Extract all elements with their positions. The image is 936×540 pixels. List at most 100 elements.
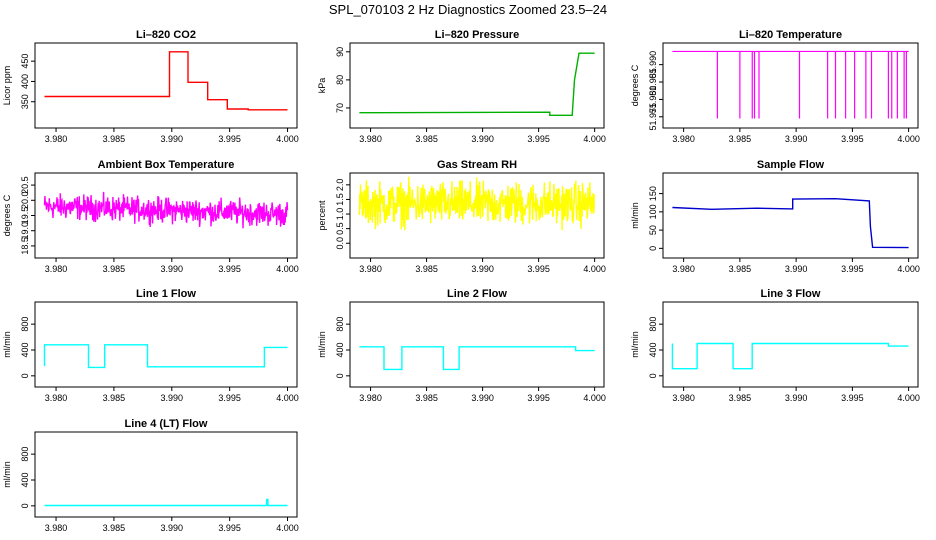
y-tick-label: 400 <box>648 342 658 357</box>
plot-frame <box>662 301 919 388</box>
y-tick-label: 51.990 <box>648 51 658 79</box>
y-tick-label: 400 <box>20 74 30 89</box>
x-tick-label: 3.995 <box>527 393 550 403</box>
y-tick-label: 1.0 <box>335 208 345 221</box>
x-tick-label: 4.000 <box>897 264 920 274</box>
data-line <box>43 344 288 369</box>
data-line <box>358 176 596 231</box>
y-axis-label: ml/min <box>2 331 12 358</box>
x-tick-label: 3.995 <box>841 264 864 274</box>
x-tick-label: 3.980 <box>672 264 695 274</box>
panel-title: Sample Flow <box>757 159 825 171</box>
y-tick-label: 51.975 <box>648 103 658 131</box>
plot-frame <box>349 301 605 388</box>
y-tick-label: 400 <box>335 342 345 357</box>
x-tick-label: 3.995 <box>218 264 241 274</box>
x-tick-label: 3.990 <box>785 264 808 274</box>
x-tick-label: 3.980 <box>672 393 695 403</box>
panel-4: Ambient Box Temperature degrees C 3.980 3.9… <box>2 159 299 274</box>
panel-8: Line 2 Flow ml/min 3.980 3.985 3.990 3.995 4.0… <box>317 288 606 403</box>
panel-6: Sample Flow ml/min 3.980 3.985 3.990 3.995 4.0… <box>630 159 920 274</box>
data-line <box>44 51 288 111</box>
x-tick-label: 3.985 <box>415 264 438 274</box>
data-line <box>43 191 289 229</box>
y-tick-label: 51.985 <box>648 68 658 96</box>
y-tick-label: 400 <box>20 342 30 357</box>
panel-9: Line 3 Flow ml/min 3.980 3.985 3.990 3.995 4.0… <box>630 288 920 403</box>
x-tick-label: 3.980 <box>359 134 382 144</box>
x-tick-label: 3.985 <box>729 393 752 403</box>
data-line <box>359 52 595 117</box>
x-tick-label: 3.985 <box>103 264 126 274</box>
panel-title: Li–820 Pressure <box>435 29 519 41</box>
x-tick-label: 3.985 <box>415 134 438 144</box>
x-tick-label: 3.995 <box>527 264 550 274</box>
x-tick-label: 3.980 <box>359 264 382 274</box>
panel-title: Li–820 CO2 <box>136 29 196 41</box>
panel-10: Line 4 (LT) Flow ml/min 3.980 3.985 3.990 3.9… <box>2 418 299 533</box>
plot-frame <box>34 431 298 518</box>
x-tick-label: 3.995 <box>527 134 550 144</box>
y-axis-label: kPa <box>317 78 327 94</box>
x-tick-label: 4.000 <box>276 134 299 144</box>
x-tick-label: 4.000 <box>276 264 299 274</box>
y-tick-label: 450 <box>20 54 30 69</box>
x-tick-label: 3.990 <box>161 393 184 403</box>
data-line <box>671 342 909 370</box>
plot-frame <box>662 42 919 129</box>
y-tick-label: 20.5 <box>20 176 30 194</box>
panel-title: Line 3 Flow <box>761 288 821 300</box>
panel-title: Line 4 (LT) Flow <box>125 418 208 430</box>
y-tick-label: 150 <box>648 186 658 201</box>
x-tick-label: 3.985 <box>103 393 126 403</box>
y-axis-label: ml/min <box>630 202 640 229</box>
y-tick-label: 800 <box>20 447 30 462</box>
x-tick-label: 4.000 <box>276 393 299 403</box>
x-tick-label: 3.980 <box>359 393 382 403</box>
y-axis-label: ml/min <box>317 331 327 358</box>
data-line <box>44 498 288 507</box>
x-tick-label: 3.990 <box>161 523 184 533</box>
plot-frame <box>349 42 605 129</box>
panel-5: Gas Stream RH percent 3.980 3.985 3.990 3.995… <box>317 159 606 274</box>
x-tick-label: 3.985 <box>415 393 438 403</box>
y-tick-label: 0 <box>20 373 30 378</box>
y-tick-label: 19.0 <box>20 222 30 240</box>
y-tick-label: 80 <box>335 75 345 85</box>
panel-title: Line 1 Flow <box>136 288 196 300</box>
x-tick-label: 3.995 <box>841 393 864 403</box>
data-line <box>359 346 595 371</box>
y-tick-label: 800 <box>20 317 30 332</box>
plot-frame <box>662 172 919 259</box>
y-tick-label: 0 <box>648 373 658 378</box>
x-tick-label: 3.995 <box>218 393 241 403</box>
x-tick-label: 3.990 <box>161 264 184 274</box>
y-tick-label: 51.980 <box>648 86 658 114</box>
y-tick-label: 19.5 <box>20 207 30 225</box>
y-tick-label: 70 <box>335 103 345 113</box>
y-axis-label: percent <box>317 200 327 231</box>
x-tick-label: 3.980 <box>45 393 68 403</box>
panel-title: Gas Stream RH <box>437 159 517 171</box>
y-tick-label: 2.0 <box>335 179 345 192</box>
x-tick-label: 3.980 <box>45 523 68 533</box>
x-tick-label: 3.995 <box>218 134 241 144</box>
y-tick-label: 800 <box>648 317 658 332</box>
plot-frame <box>349 172 605 259</box>
y-axis-label: degrees C <box>630 64 640 106</box>
x-tick-label: 3.980 <box>45 264 68 274</box>
panel-title: Ambient Box Temperature <box>98 159 235 171</box>
x-tick-label: 3.990 <box>161 134 184 144</box>
x-tick-label: 4.000 <box>583 134 606 144</box>
data-line <box>672 197 909 249</box>
y-tick-label: 90 <box>335 47 345 57</box>
x-tick-label: 3.985 <box>103 134 126 144</box>
x-tick-label: 3.990 <box>785 134 808 144</box>
x-tick-label: 3.995 <box>841 134 864 144</box>
x-tick-label: 4.000 <box>276 523 299 533</box>
panel-title: Li–820 Temperature <box>739 29 842 41</box>
x-tick-label: 4.000 <box>583 393 606 403</box>
panel-title: Line 2 Flow <box>447 288 507 300</box>
x-tick-label: 4.000 <box>583 264 606 274</box>
panel-2: Li–820 Pressure kPa 3.980 3.985 3.990 3.995 4.… <box>317 29 606 144</box>
